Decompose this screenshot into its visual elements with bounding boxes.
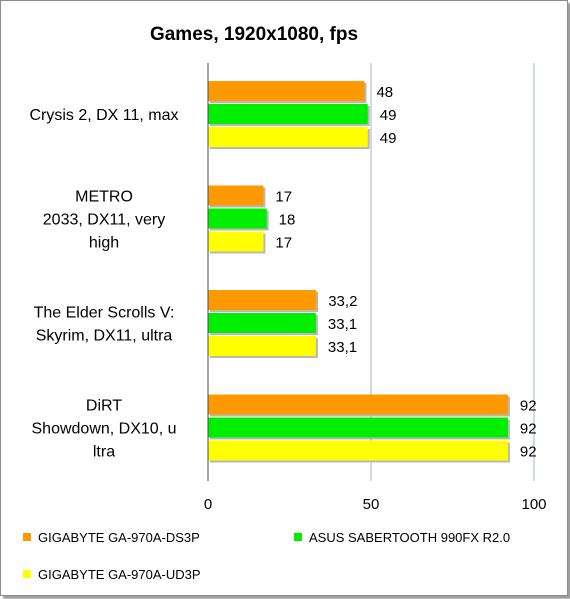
bar-0-1 (208, 104, 368, 124)
legend-swatch-2 (23, 570, 31, 578)
category-label-3-1: Showdown, DX10, u (32, 421, 177, 438)
labels-layer: 48 49 49 17 18 17 33,2 33,1 33,1 92 92 92 (275, 84, 536, 461)
data-label-2-2: 33,1 (328, 339, 357, 356)
data-label-0-0: 48 (376, 84, 393, 101)
legend-swatch-0 (23, 533, 31, 541)
legend-label-1: ASUS SABERTOOTH 990FX R2.0 (309, 530, 510, 545)
bar-2-1 (208, 313, 316, 333)
category-label-3-2: ltra (93, 444, 115, 461)
bar-1-2 (208, 231, 264, 252)
data-label-3-2: 92 (520, 444, 537, 461)
data-label-1-1: 18 (279, 212, 296, 229)
data-label-1-0: 17 (275, 189, 292, 206)
bar-1-1 (208, 208, 267, 229)
x-tick-label-0: 0 (204, 496, 212, 513)
chart-title: Games, 1920x1080, fps (150, 24, 358, 45)
data-label-0-2: 49 (380, 130, 397, 147)
data-label-3-0: 92 (520, 398, 537, 415)
category-label-1-2: high (89, 235, 119, 252)
category-label-2-0: The Elder Scrolls V: (34, 305, 175, 322)
bar-0-2 (208, 127, 368, 147)
bar-3-1 (208, 417, 508, 438)
category-label-1-0: METRO (75, 189, 133, 206)
category-label-2-1: Skyrim, DX11, ultra (36, 328, 173, 345)
data-label-1-2: 17 (275, 235, 292, 252)
x-tick-label-100: 100 (521, 496, 546, 513)
bar-2-0 (208, 290, 317, 310)
legend-swatch-1 (294, 533, 302, 541)
bar-2-2 (208, 336, 316, 356)
bar-3-0 (208, 394, 508, 415)
legend-label-2: GIGABYTE GA-970A-UD3P (38, 567, 201, 582)
data-label-3-1: 92 (520, 421, 537, 438)
x-tick-label-50: 50 (363, 496, 380, 513)
bar-0-0 (208, 81, 365, 101)
bar-1-0 (208, 185, 264, 206)
bars-layer (208, 81, 510, 463)
data-label-2-1: 33,1 (328, 316, 357, 333)
data-label-2-0: 33,2 (328, 293, 357, 310)
category-label-1-1: 2033, DX11, very (43, 212, 165, 229)
category-label-3-0: DiRT (86, 398, 122, 415)
legend-label-0: GIGABYTE GA-970A-DS3P (38, 530, 200, 545)
category-label-0-0: Crysis 2, DX 11, max (29, 107, 178, 124)
axis-layer: 0 50 100 Crysis 2, DX 11, max METRO 2033, DX1… (29, 63, 547, 513)
bar-3-2 (208, 440, 508, 461)
legend: GIGABYTE GA-970A-DS3P ASUS SABERTOOTH 990… (23, 530, 510, 582)
data-label-0-1: 49 (380, 107, 397, 124)
